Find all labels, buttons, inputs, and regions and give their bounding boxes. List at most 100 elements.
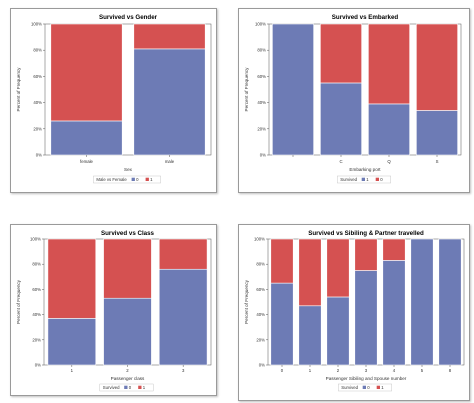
legend-title: Survived	[341, 385, 358, 390]
chart-sibsp: Survived vs Sibiling & Partner travelled…	[244, 230, 465, 392]
bar-segment-blue-5	[410, 238, 434, 366]
y-tick-label: 40%	[257, 100, 266, 105]
legend-item-label: 0	[136, 177, 139, 182]
bar-segment-blue-1	[298, 305, 322, 366]
legend-swatch	[124, 385, 128, 389]
legend-frame	[99, 383, 154, 392]
bar-segment-blue-1	[133, 48, 206, 156]
y-tick-label: 40%	[32, 312, 41, 317]
bar-segment-red-2	[326, 238, 350, 298]
legend-title: Survived	[103, 385, 120, 390]
y-tick-label: 0%	[260, 153, 266, 158]
x-tick-label: male	[165, 159, 175, 164]
legend: Survived 0 1	[338, 383, 392, 392]
chart-gender: Survived vs Gender female male 0% 20% 40% 60% 8…	[16, 14, 212, 184]
y-tick-label: 80%	[257, 48, 266, 53]
x-tick-label: 0	[281, 368, 284, 373]
bar-segment-blue-1	[320, 82, 362, 156]
bar-segment-red-3	[416, 23, 458, 111]
y-tick-label: 100%	[255, 22, 266, 27]
y-tick-label: 0%	[36, 153, 42, 158]
x-tick-label: S	[436, 159, 439, 164]
x-tick-label: 4	[393, 368, 396, 373]
legend-swatch	[361, 177, 365, 181]
legend-item-label: 0	[367, 385, 370, 390]
chart-panel-class: Survived vs Class 1 2 3 0% 20% 40% 60% 80% 100% Pe…	[10, 224, 217, 396]
x-tick-label: 1	[71, 368, 74, 373]
y-tick-label: 20%	[32, 337, 41, 342]
legend: Survived 1 0	[337, 175, 391, 184]
bar-segment-red-2	[158, 238, 208, 270]
y-tick-label: 100%	[254, 237, 265, 242]
legend-item-label: 1	[381, 385, 384, 390]
bar-segment-blue-4	[382, 260, 406, 366]
chart-title: Survived vs Gender	[99, 14, 158, 21]
bar-segment-blue-6	[438, 238, 462, 366]
y-tick-label: 20%	[33, 126, 42, 131]
x-axis-label: Passenger class	[111, 376, 145, 381]
legend-item-label: 1	[143, 385, 146, 390]
bar-segment-red-1	[133, 23, 206, 50]
x-tick-label: 3	[365, 368, 368, 373]
bar-segment-red-1	[298, 238, 322, 307]
bar-segment-blue-2	[326, 296, 350, 366]
legend-frame	[93, 175, 161, 184]
bar-segment-red-0	[47, 238, 97, 319]
x-tick-label: female	[80, 159, 94, 164]
y-tick-label: 0%	[259, 363, 265, 368]
chart-class: Survived vs Class 1 2 3 0% 20% 40% 60% 80% 100% Pe…	[16, 230, 212, 392]
x-axis-label: Passenger Sibiling and Spouse number	[326, 376, 407, 381]
bar-segment-blue-3	[416, 110, 458, 156]
y-tick-label: 40%	[33, 100, 42, 105]
chart-panel-sibsp: Survived vs Sibiling & Partner travelled…	[238, 224, 470, 401]
y-tick-label: 60%	[33, 74, 42, 79]
x-tick-label: 2	[126, 368, 129, 373]
y-tick-label: 0%	[35, 363, 41, 368]
y-tick-label: 80%	[256, 262, 265, 267]
legend-swatch	[131, 177, 135, 181]
bar-segment-blue-0	[270, 282, 294, 366]
y-axis-label: Percent of Frequency	[244, 279, 249, 324]
legend-frame	[338, 383, 392, 392]
legend-item-label: 1	[150, 177, 153, 182]
y-axis-label: Percent of Frequency	[16, 67, 21, 112]
legend-frame	[337, 175, 391, 184]
bar-segment-red-1	[320, 23, 362, 84]
legend: Male vs Female 0 1	[93, 175, 161, 184]
chart-embarked: Survived vs Embarked C Q S 0% 20% 40% 60% 80% 100…	[244, 14, 462, 184]
x-tick-label: 5	[421, 368, 424, 373]
y-tick-label: 60%	[257, 74, 266, 79]
y-tick-label: 40%	[256, 312, 265, 317]
bar-segment-blue-0	[272, 23, 314, 156]
y-tick-label: 20%	[257, 126, 266, 131]
bar-segment-blue-1	[103, 297, 152, 366]
x-axis-label: Embarking port	[349, 167, 381, 172]
bar-segment-blue-2	[368, 103, 410, 156]
y-tick-label: 100%	[31, 22, 42, 27]
legend: Survived 0 1	[99, 383, 154, 392]
y-tick-label: 60%	[256, 287, 265, 292]
bar-segment-red-0	[270, 238, 294, 284]
y-axis-label: Percent of Frequency	[244, 67, 249, 112]
legend-item-label: 0	[129, 385, 132, 390]
bar-segment-blue-3	[354, 270, 378, 366]
x-axis-label: Sex	[124, 167, 133, 172]
y-tick-label: 80%	[32, 262, 41, 267]
chart-title: Survived vs Embarked	[332, 14, 399, 21]
chart-panel-embarked: Survived vs Embarked C Q S 0% 20% 40% 60% 80% 100…	[238, 8, 470, 193]
legend-swatch	[375, 177, 379, 181]
legend-swatch	[138, 385, 142, 389]
legend-item-label: 1	[366, 177, 369, 182]
bar-segment-red-4	[382, 238, 406, 261]
y-tick-label: 100%	[30, 237, 41, 242]
x-tick-label: 1	[309, 368, 312, 373]
bar-segment-red-2	[368, 23, 410, 105]
x-tick-label: 3	[182, 368, 185, 373]
legend-swatch	[145, 177, 149, 181]
bar-segment-blue-2	[158, 268, 208, 366]
y-axis-label: Percent of Frequency	[16, 279, 21, 324]
chart-title: Survived vs Sibiling & Partner travelled	[308, 230, 424, 237]
x-tick-label: 2	[337, 368, 340, 373]
y-tick-label: 60%	[32, 287, 41, 292]
legend-item-label: 0	[380, 177, 383, 182]
